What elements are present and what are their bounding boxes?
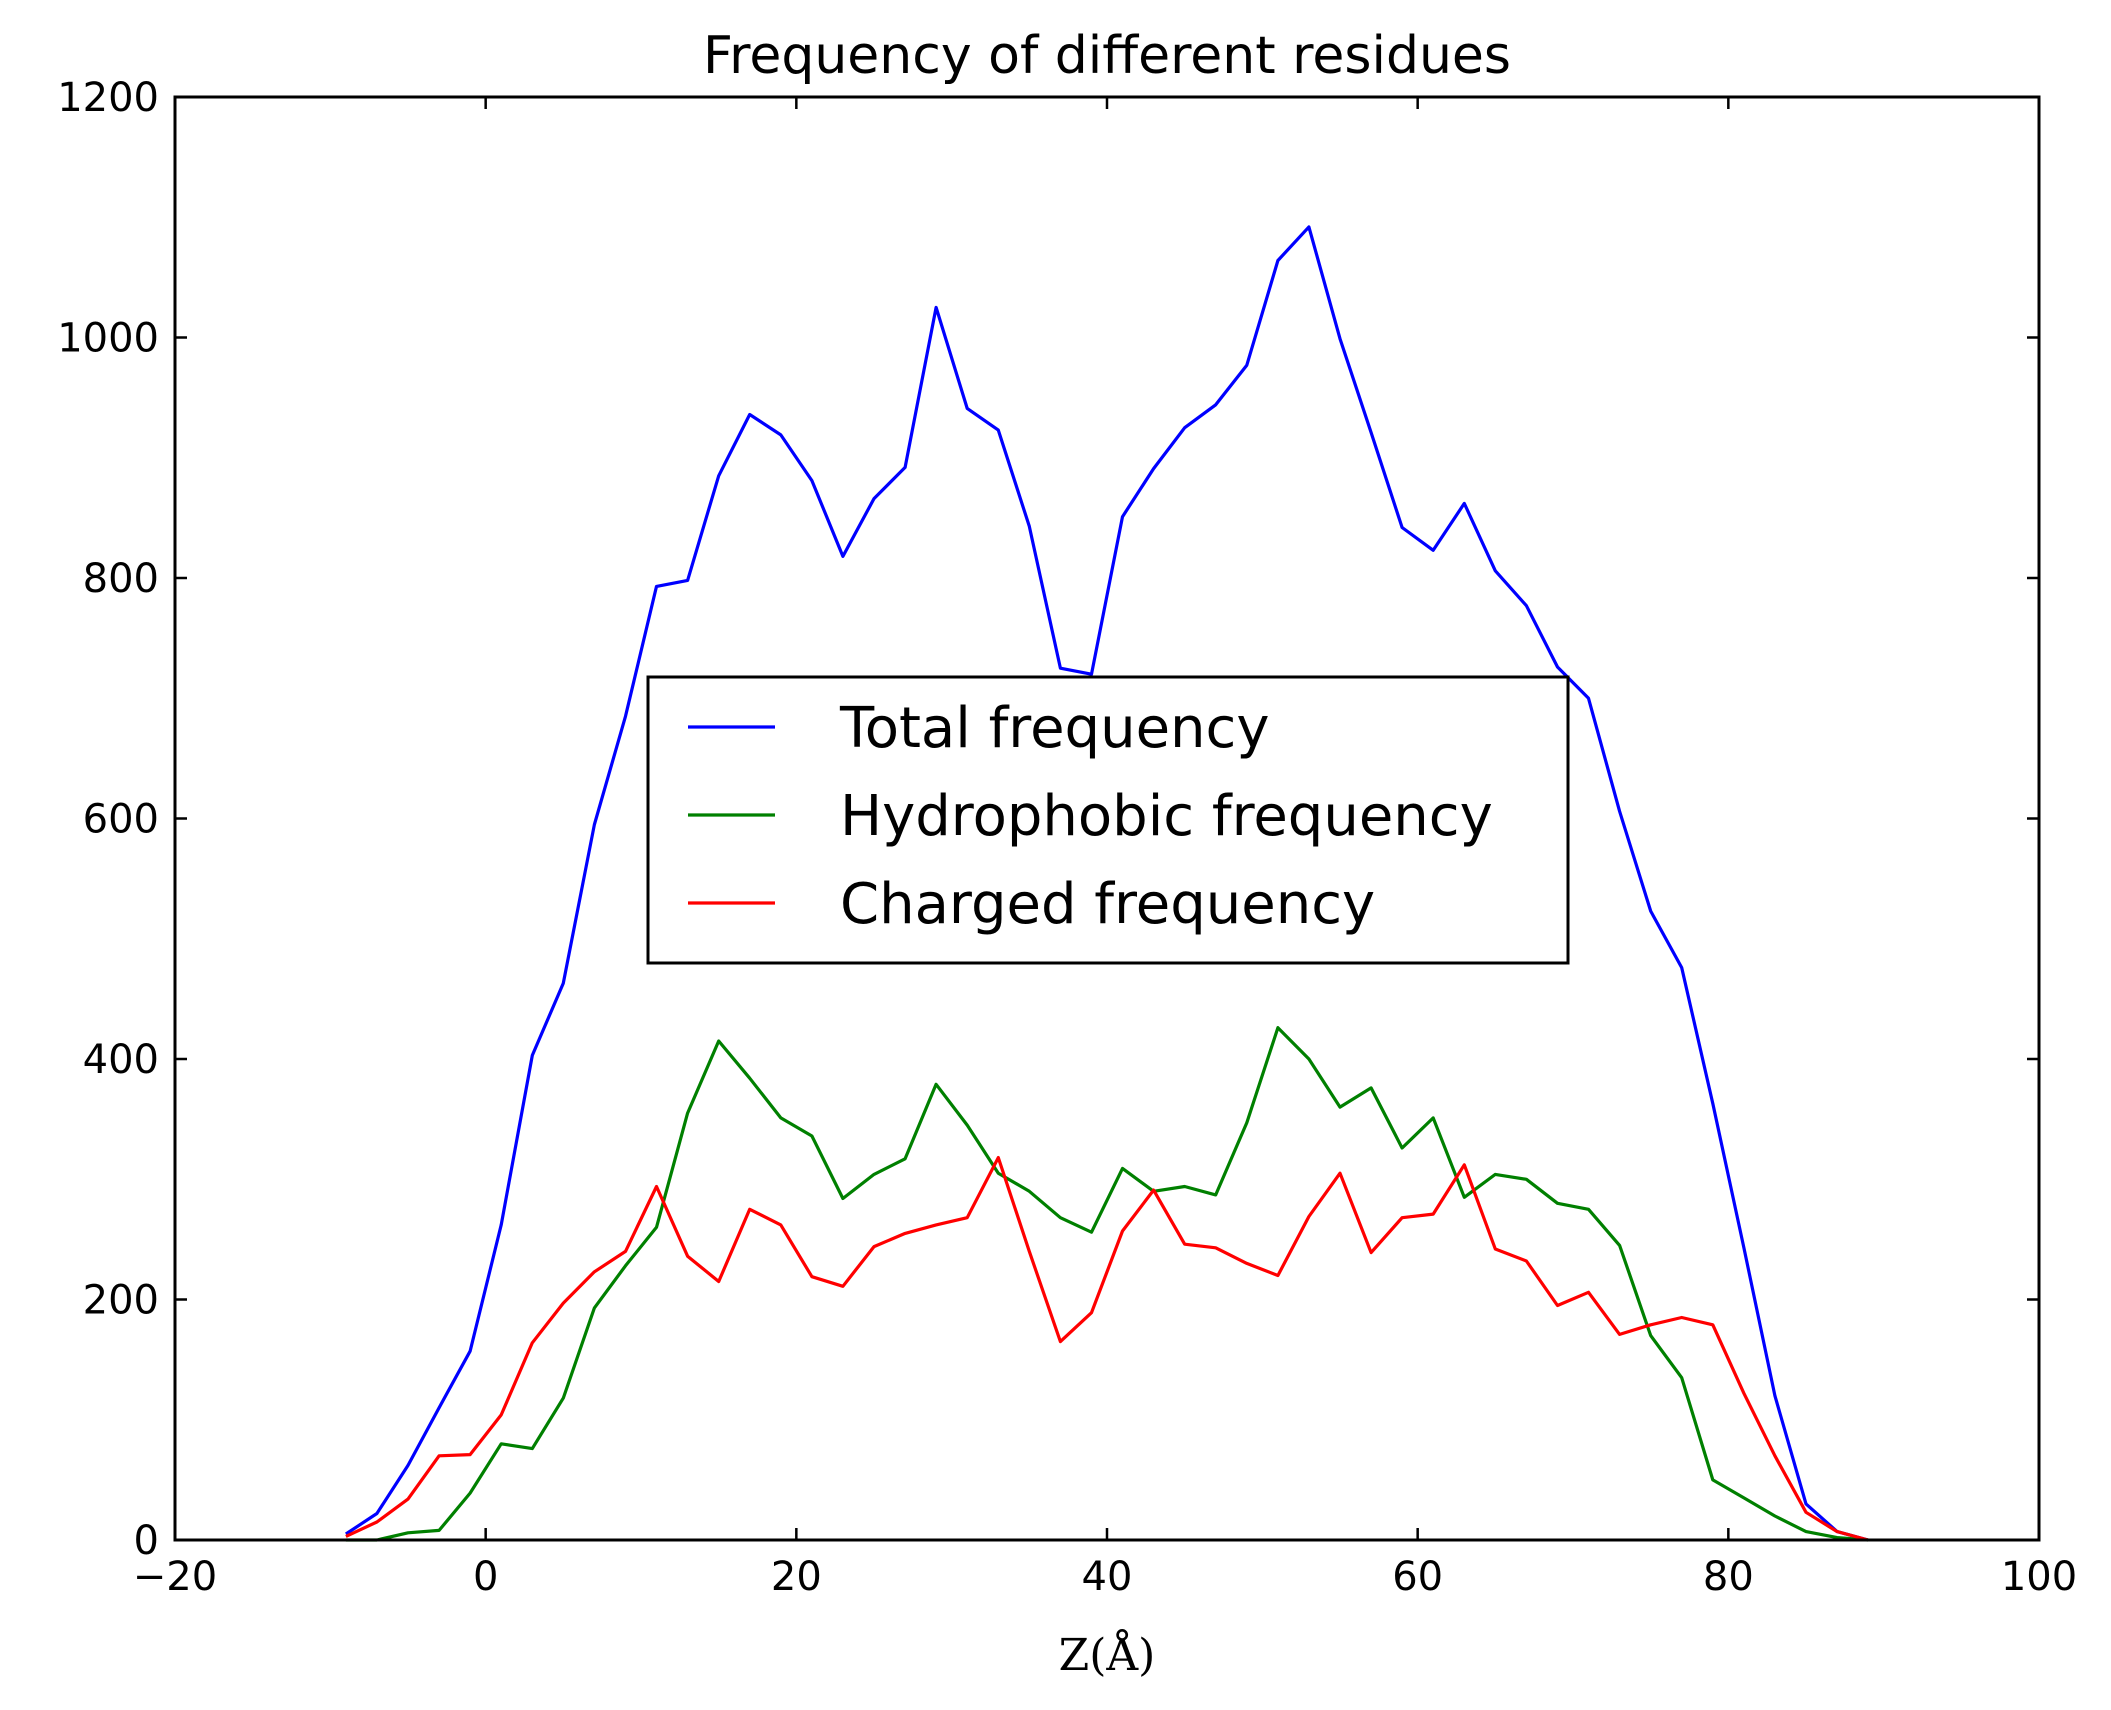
x-tick-label: 100 bbox=[2001, 1554, 2077, 1600]
series-line-2 bbox=[345, 1155, 1869, 1542]
chart-title: Frequency of different residues bbox=[703, 26, 1511, 86]
y-tick-label: 0 bbox=[134, 1518, 159, 1564]
y-tick-label: 1000 bbox=[57, 316, 159, 362]
ticks-layer bbox=[173, 95, 2041, 1542]
y-tick-label: 400 bbox=[83, 1037, 159, 1083]
y-tick-label: 800 bbox=[83, 556, 159, 602]
x-tick-label: 20 bbox=[771, 1554, 822, 1600]
series-layer bbox=[345, 225, 1869, 1542]
legend-items: Total frequency Hydrophobic frequency Char… bbox=[688, 696, 1493, 937]
legend-label-2: Charged frequency bbox=[840, 872, 1375, 937]
series-line-0 bbox=[345, 225, 1869, 1542]
y-tick-label: 200 bbox=[83, 1278, 159, 1324]
legend: Total frequency Hydrophobic frequency Char… bbox=[646, 675, 1570, 965]
x-tick-label: 80 bbox=[1703, 1554, 1754, 1600]
x-tick-label: −20 bbox=[133, 1554, 217, 1600]
x-tick-label: 0 bbox=[473, 1554, 498, 1600]
y-tick-label: 600 bbox=[83, 797, 159, 843]
y-tick-label: 1200 bbox=[57, 75, 159, 121]
legend-label-1: Hydrophobic frequency bbox=[840, 784, 1493, 849]
x-axis-label: Z(Å) bbox=[1059, 1628, 1156, 1681]
legend-label-0: Total frequency bbox=[839, 696, 1269, 761]
x-tick-label: 40 bbox=[1082, 1554, 1133, 1600]
x-tick-label: 60 bbox=[1392, 1554, 1443, 1600]
x-tick-labels: −20 0 20 40 60 80 100 bbox=[133, 1554, 2077, 1600]
y-tick-labels: 0 200 400 600 800 1000 1200 bbox=[57, 75, 159, 1564]
series-line-1 bbox=[345, 1026, 1869, 1542]
legend-box bbox=[646, 675, 1570, 965]
